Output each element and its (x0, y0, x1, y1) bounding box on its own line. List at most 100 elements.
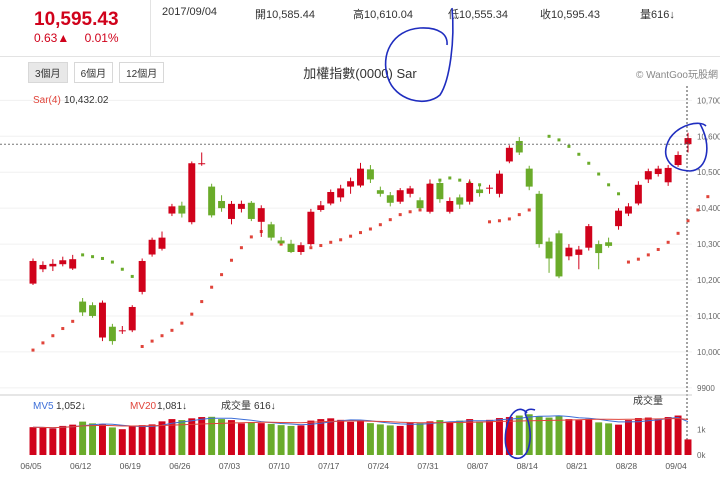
candle-body (486, 187, 493, 189)
candle (79, 297, 87, 316)
volume-bar (674, 415, 682, 455)
volume-bar (634, 418, 642, 455)
candle-body (317, 205, 325, 210)
price-tick-label: 10,200 (697, 276, 720, 285)
candle (456, 194, 464, 209)
candle-body (208, 186, 216, 216)
candle-body (476, 189, 484, 194)
header-divider (150, 0, 151, 56)
volume-bar (148, 424, 156, 455)
candle-body (505, 147, 513, 162)
candle-body (198, 163, 206, 165)
price-tick-label: 10,500 (697, 168, 720, 177)
candle (39, 261, 47, 273)
volume-bar (624, 420, 632, 455)
volume-bar (575, 420, 583, 455)
candle (218, 195, 226, 212)
sar-dot (71, 319, 75, 323)
open-label: 開 (255, 9, 266, 21)
candle-body (535, 193, 543, 245)
candle-body (386, 195, 394, 203)
sar-dot (448, 176, 452, 180)
volume-bar (545, 417, 553, 455)
volume-bar (327, 418, 335, 455)
sar-dot (140, 344, 144, 348)
close-label: 收 (540, 9, 551, 21)
candle-body (237, 203, 245, 209)
change-percent: 0.01% (84, 31, 119, 45)
price-tick-label: 10,300 (697, 240, 720, 249)
candle (555, 230, 563, 279)
volume-bar (208, 416, 216, 455)
sar-dot (359, 231, 362, 235)
sar-dot (329, 240, 333, 244)
sar-dot (51, 334, 55, 338)
sar-dot (349, 234, 353, 238)
candle-body (654, 168, 662, 175)
candle-body (98, 302, 106, 338)
sar-dot (577, 152, 581, 156)
volume-bar (307, 420, 315, 455)
candle (98, 300, 106, 342)
sar-legend-name: Sar(4) (33, 95, 61, 106)
candle-body (575, 249, 583, 255)
sar-dot (200, 300, 204, 304)
candle (307, 208, 315, 246)
candle (357, 162, 364, 188)
candle-body (495, 173, 503, 194)
candles (29, 132, 692, 345)
tab-6-months[interactable]: 6個月 (73, 62, 114, 83)
candle (337, 184, 345, 202)
price-tick-label: 10,400 (697, 204, 720, 213)
candle (317, 200, 325, 212)
date-axis-labels: 06/05 06/12 06/19 06/26 07/03 07/10 07/17 07/24… (20, 461, 687, 471)
candle-body (605, 242, 613, 246)
volume-bar (337, 419, 345, 455)
mv20-legend-name: MV20 (130, 401, 157, 412)
price-gridlines (0, 99, 692, 389)
volume-bar (69, 424, 77, 455)
sar-dot (388, 218, 392, 222)
candle-body (337, 188, 345, 198)
sar-dot (458, 178, 462, 182)
candle (158, 231, 166, 251)
mv5-line (32, 415, 689, 429)
date-tick-label: 07/17 (318, 461, 340, 471)
date-tick-label: 09/04 (665, 461, 687, 471)
candle (505, 145, 513, 164)
candle-body (148, 239, 156, 255)
candle-body (138, 260, 146, 292)
volume-legend-name: 成交量 (221, 399, 251, 412)
volume-bar (495, 418, 503, 455)
candle-body (79, 301, 87, 313)
volume-bar (218, 419, 226, 455)
candle (486, 184, 493, 194)
candle (208, 183, 216, 218)
price-tick-label: 9900 (697, 384, 715, 393)
volume-bar (29, 427, 37, 455)
tab-3-months[interactable]: 3個月 (28, 62, 68, 83)
sar-dot (656, 247, 660, 251)
date-tick-label: 07/24 (368, 461, 390, 471)
quote-close: 收10,595.43 (540, 6, 600, 22)
candle (634, 181, 642, 206)
last-price: 10,595.43 (34, 9, 119, 30)
candle-body (366, 169, 374, 180)
candle (198, 152, 206, 166)
candle-body (347, 181, 355, 187)
volume-bar (247, 422, 255, 455)
candle (615, 208, 623, 230)
candle (257, 205, 265, 237)
quote-volume: 量616↓ (640, 6, 675, 22)
tab-12-months[interactable]: 12個月 (119, 62, 165, 83)
volume-bar (188, 418, 196, 455)
candle-body (307, 211, 315, 245)
sar-dot (130, 274, 134, 278)
volume-bar (257, 423, 265, 455)
sar-dot (309, 246, 313, 250)
sar-dot (81, 253, 85, 257)
candle (69, 254, 77, 270)
price-change: 0.63▲ 0.01% (34, 31, 131, 45)
volume-bar (426, 421, 434, 455)
